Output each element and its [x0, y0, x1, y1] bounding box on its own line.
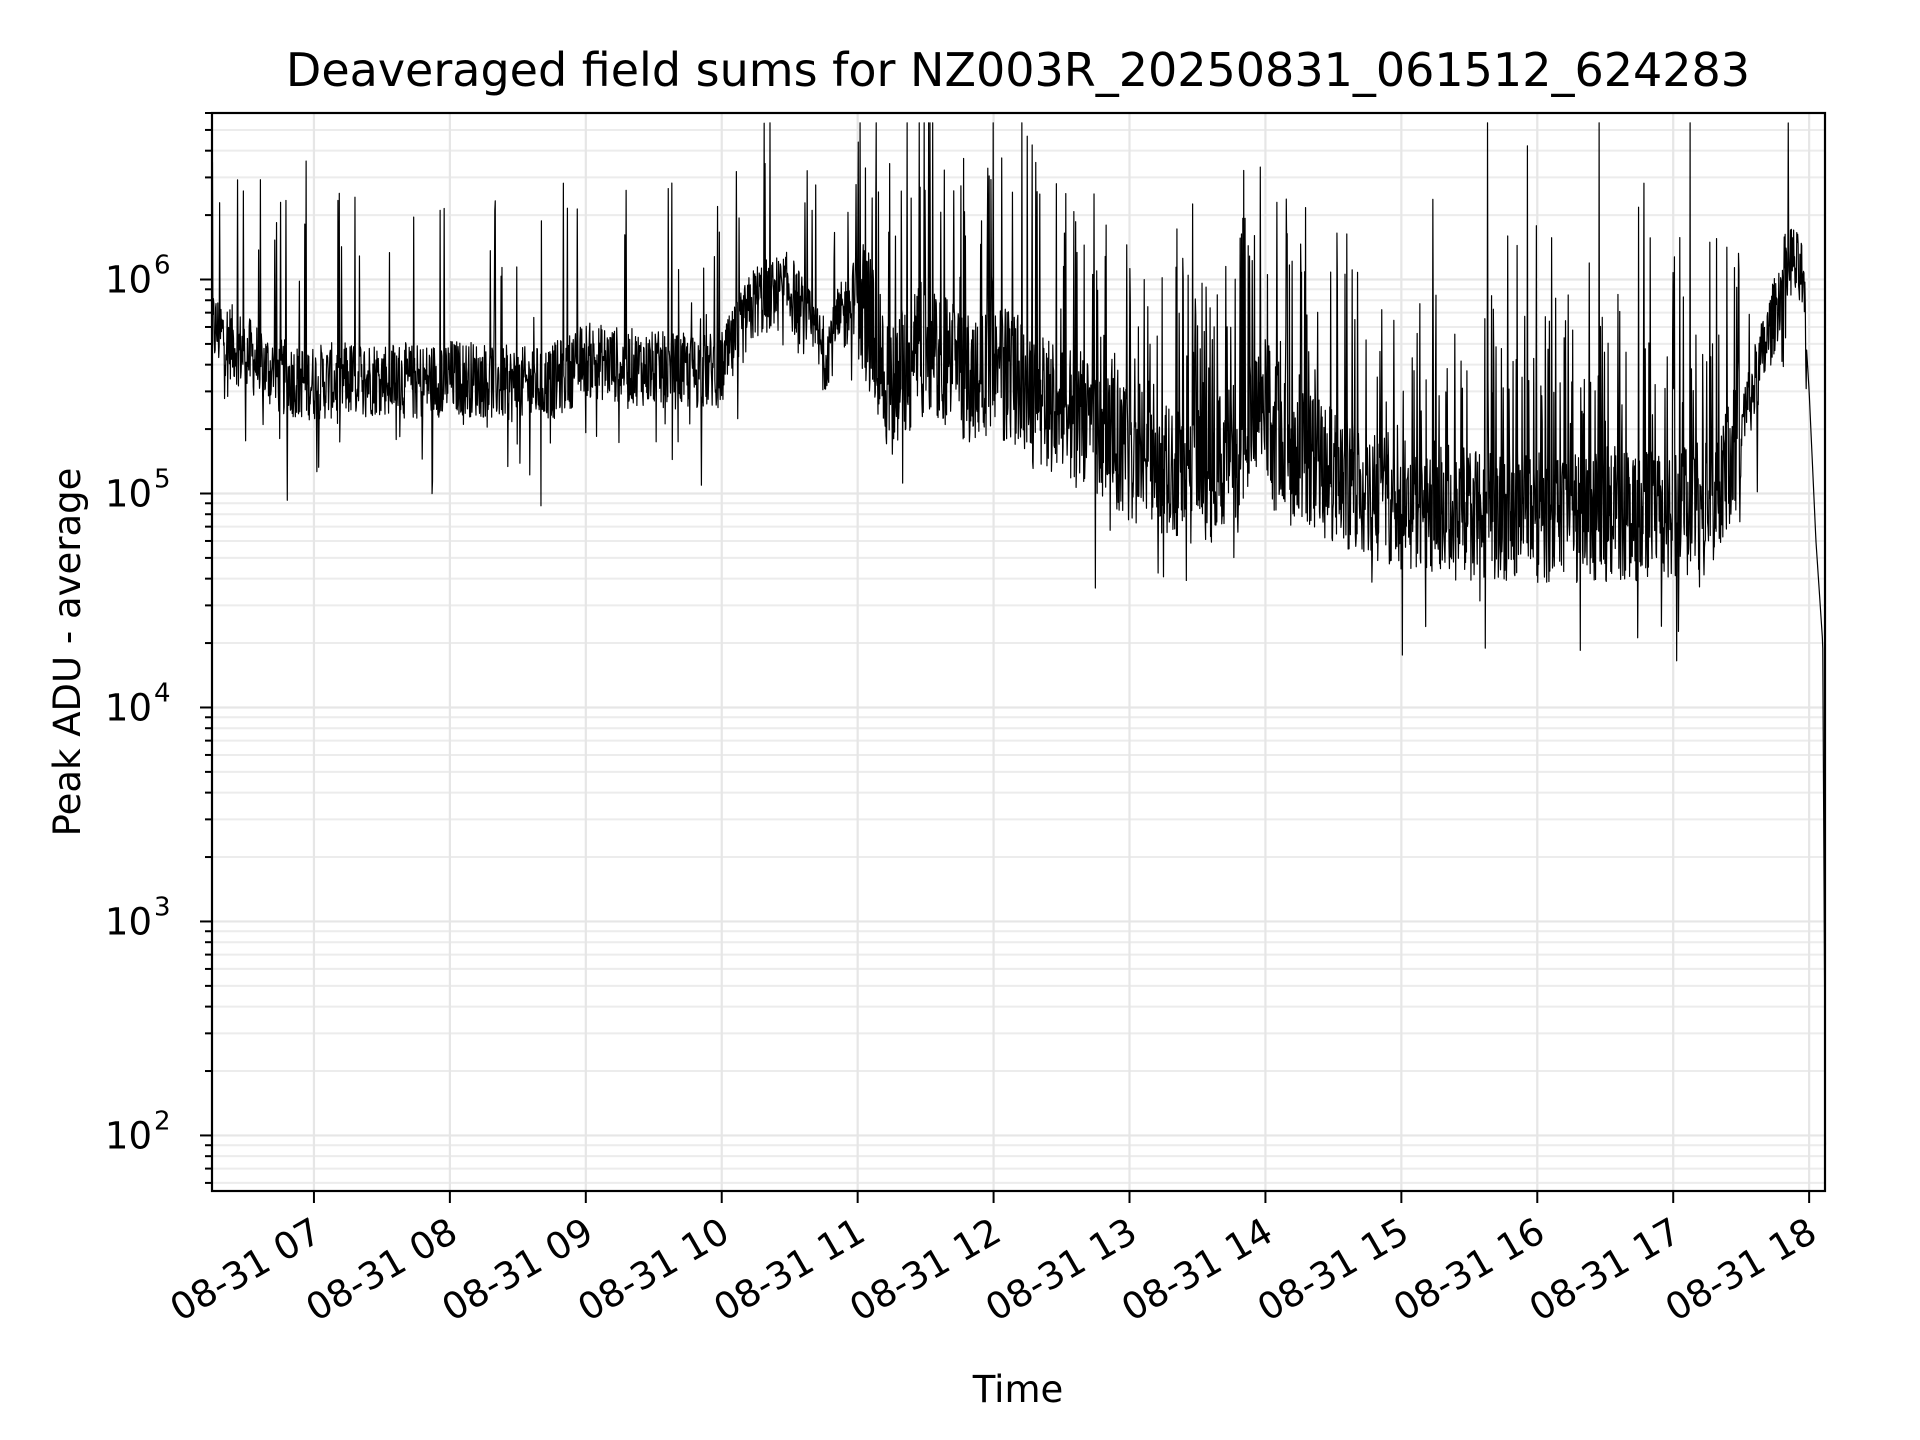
chart-title: Deaveraged field sums for NZ003R_2025083… [286, 43, 1750, 97]
y-tick-exponent: 6 [154, 251, 171, 281]
x-tick-label: 08-31 14 [1114, 1210, 1280, 1330]
y-tick-label: 10 [105, 686, 152, 729]
y-tick-label: 10 [105, 1114, 152, 1157]
x-tick-label: 08-31 15 [1250, 1210, 1416, 1330]
x-tick-label: 08-31 17 [1522, 1210, 1688, 1330]
series-line [211, 122, 1827, 1146]
plot-frame [210, 111, 1827, 1193]
y-axis-label: Peak ADU - average [46, 468, 89, 837]
x-tick-label: 08-31 11 [707, 1210, 873, 1330]
x-tick-label: 08-31 09 [435, 1210, 601, 1330]
x-tick-label: 08-31 07 [163, 1210, 329, 1330]
x-tick-label: 08-31 13 [978, 1210, 1144, 1330]
y-tick-exponent: 2 [154, 1106, 171, 1136]
y-tick-label: 10 [105, 472, 152, 515]
x-tick-label: 08-31 16 [1386, 1210, 1552, 1330]
y-tick-exponent: 3 [154, 892, 171, 922]
x-tick-label: 08-31 10 [571, 1210, 737, 1330]
x-axis-label: Time [972, 1368, 1064, 1411]
x-tick-label: 08-31 08 [299, 1210, 465, 1330]
y-tick-exponent: 4 [154, 678, 171, 708]
y-tick-label: 10 [105, 900, 152, 943]
x-tick-label: 08-31 18 [1658, 1210, 1824, 1330]
x-tick-label: 08-31 12 [843, 1210, 1009, 1330]
grid-layer [212, 112, 1825, 1191]
y-tick-label: 10 [105, 259, 152, 302]
y-tick-exponent: 5 [154, 464, 171, 494]
